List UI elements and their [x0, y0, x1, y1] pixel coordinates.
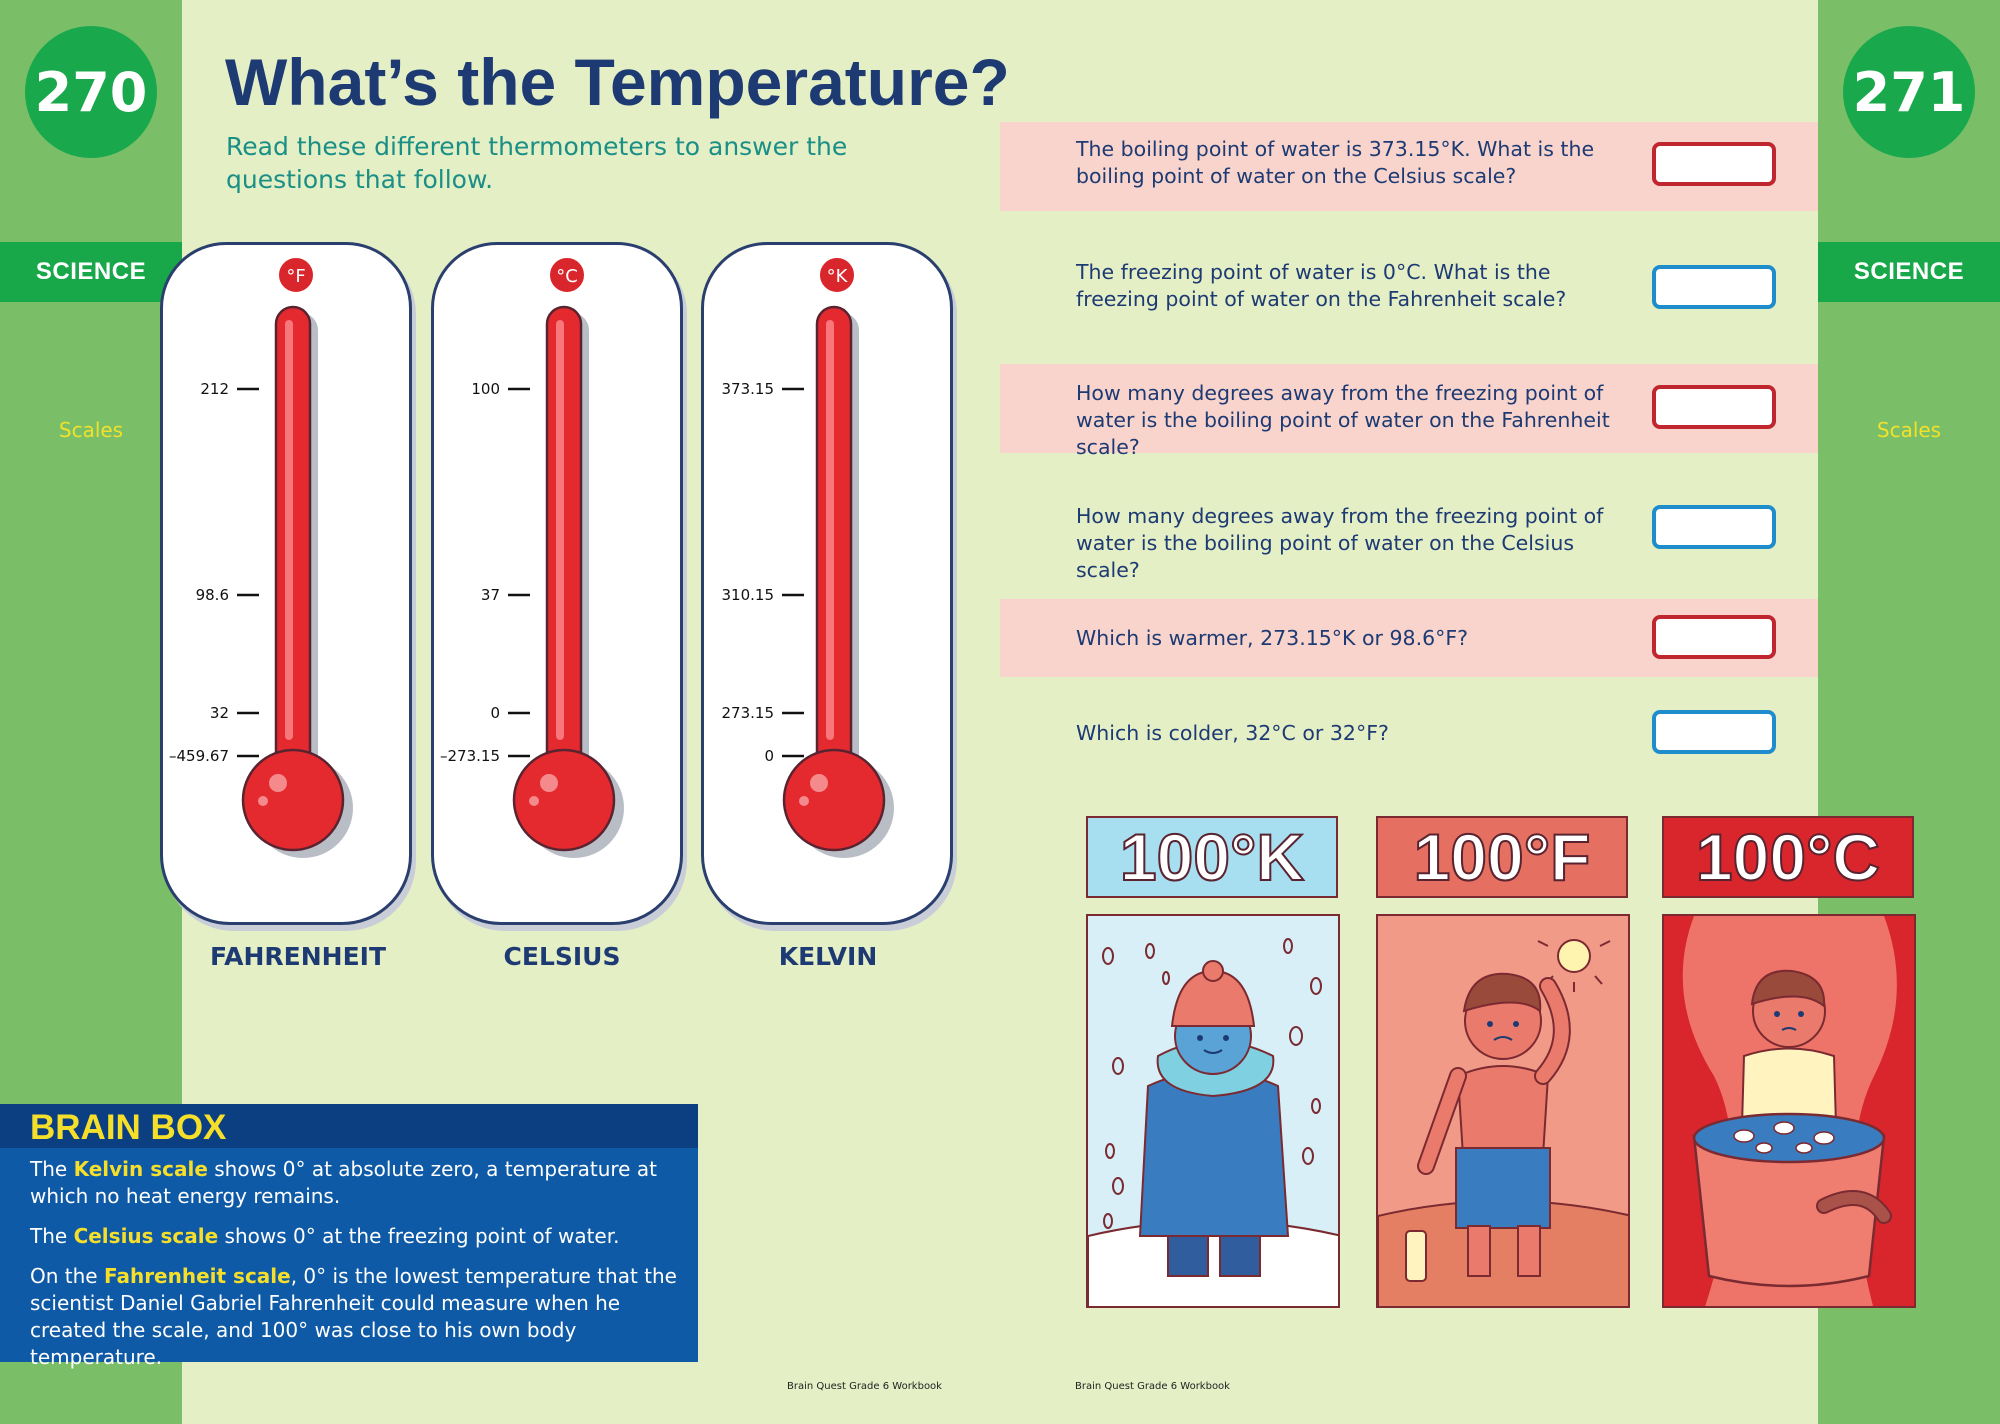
tick-label: 37 [481, 586, 500, 604]
celsius-thermometer: °C 100 37 0 –273.15 [431, 242, 683, 925]
unit-badge-f: °F [286, 266, 305, 287]
tick-label: –459.67 [169, 747, 229, 765]
page-number-right: 271 [1843, 26, 1975, 158]
topic-label-left: Scales [58, 418, 124, 442]
page-subtitle: Read these different thermometers to ans… [226, 132, 848, 194]
tick-label: –273.15 [440, 747, 500, 765]
answer-box-3[interactable] [1652, 385, 1776, 429]
brain-box: BRAIN BOX The Kelvin scale shows 0° at a… [0, 1104, 698, 1369]
answer-box-1[interactable] [1652, 142, 1776, 186]
question-row-6: Which is colder, 32°C or 32°F? [1000, 700, 1818, 770]
cold-child-illustration [1086, 914, 1340, 1308]
question-row-4: How many degrees away from the freezing … [1000, 488, 1818, 582]
answer-box-2[interactable] [1652, 265, 1776, 309]
question-text: How many degrees away from the freezing … [1076, 504, 1604, 582]
question-row-1: The boiling point of water is 373.15°K. … [1000, 122, 1818, 211]
question-text: Which is colder, 32°C or 32°F? [1076, 721, 1389, 745]
boiling-pot-illustration [1662, 914, 1916, 1308]
tick-label: 373.15 [722, 380, 775, 398]
scale-name-kelvin: KELVIN [778, 942, 878, 971]
question-row-3: How many degrees away from the freezing … [1000, 364, 1818, 459]
tick-label: 273.15 [722, 704, 775, 722]
question-text: How many degrees away from the freezing … [1076, 381, 1610, 459]
footer-right: Brain Quest Grade 6 Workbook [1075, 1381, 1230, 1392]
brain-box-title: BRAIN BOX [30, 1108, 227, 1147]
unit-badge-c: °C [556, 266, 578, 287]
question-text: The freezing point of water is 0°C. What… [1076, 260, 1567, 311]
answer-box-5[interactable] [1652, 615, 1776, 659]
brain-box-celsius-note: The Celsius scale shows 0° at the freezi… [30, 1224, 620, 1248]
question-row-2: The freezing point of water is 0°C. What… [1000, 245, 1818, 334]
tick-label: 0 [764, 747, 774, 765]
tick-label: 0 [490, 704, 500, 722]
hot-child-illustration [1376, 914, 1630, 1308]
kelvin-thermometer: °K 373.15 310.15 273.15 0 [701, 242, 953, 925]
scale-name-celsius: CELSIUS [503, 942, 621, 971]
temp-label-celsius: 100°C [1662, 816, 1914, 898]
tick-label: 98.6 [196, 586, 229, 604]
temp-label-fahrenheit: 100°F [1376, 816, 1628, 898]
scale-name-fahrenheit: FAHRENHEIT [209, 942, 387, 971]
brain-box-header [0, 1104, 698, 1148]
page-number-left: 270 [25, 26, 157, 158]
brain-box-fahrenheit-note: On the Fahrenheit scale, 0° is the lowes… [30, 1264, 677, 1369]
footer-left: Brain Quest Grade 6 Workbook [787, 1381, 942, 1392]
question-row-5: Which is warmer, 273.15°K or 98.6°F? [1000, 599, 1818, 677]
topic-label-right: Scales [1876, 418, 1942, 442]
subject-tab-left: SCIENCE [0, 242, 182, 302]
question-text: The boiling point of water is 373.15°K. … [1076, 137, 1595, 188]
tick-label: 32 [210, 704, 229, 722]
unit-badge-k: °K [827, 266, 849, 287]
question-text: Which is warmer, 273.15°K or 98.6°F? [1076, 626, 1469, 650]
tick-label: 310.15 [722, 586, 775, 604]
fahrenheit-thermometer: °F 212 98.6 32 –459.67 [160, 242, 412, 925]
tick-label: 212 [200, 380, 229, 398]
temp-label-kelvin: 100°K [1086, 816, 1338, 898]
answer-box-6[interactable] [1652, 710, 1776, 754]
brain-box-kelvin-note: The Kelvin scale shows 0° at absolute ze… [30, 1157, 657, 1208]
answer-box-4[interactable] [1652, 505, 1776, 549]
tick-label: 100 [471, 380, 500, 398]
subject-tab-right: SCIENCE [1818, 242, 2000, 302]
page-title: What’s the Temperature? [225, 45, 1010, 119]
